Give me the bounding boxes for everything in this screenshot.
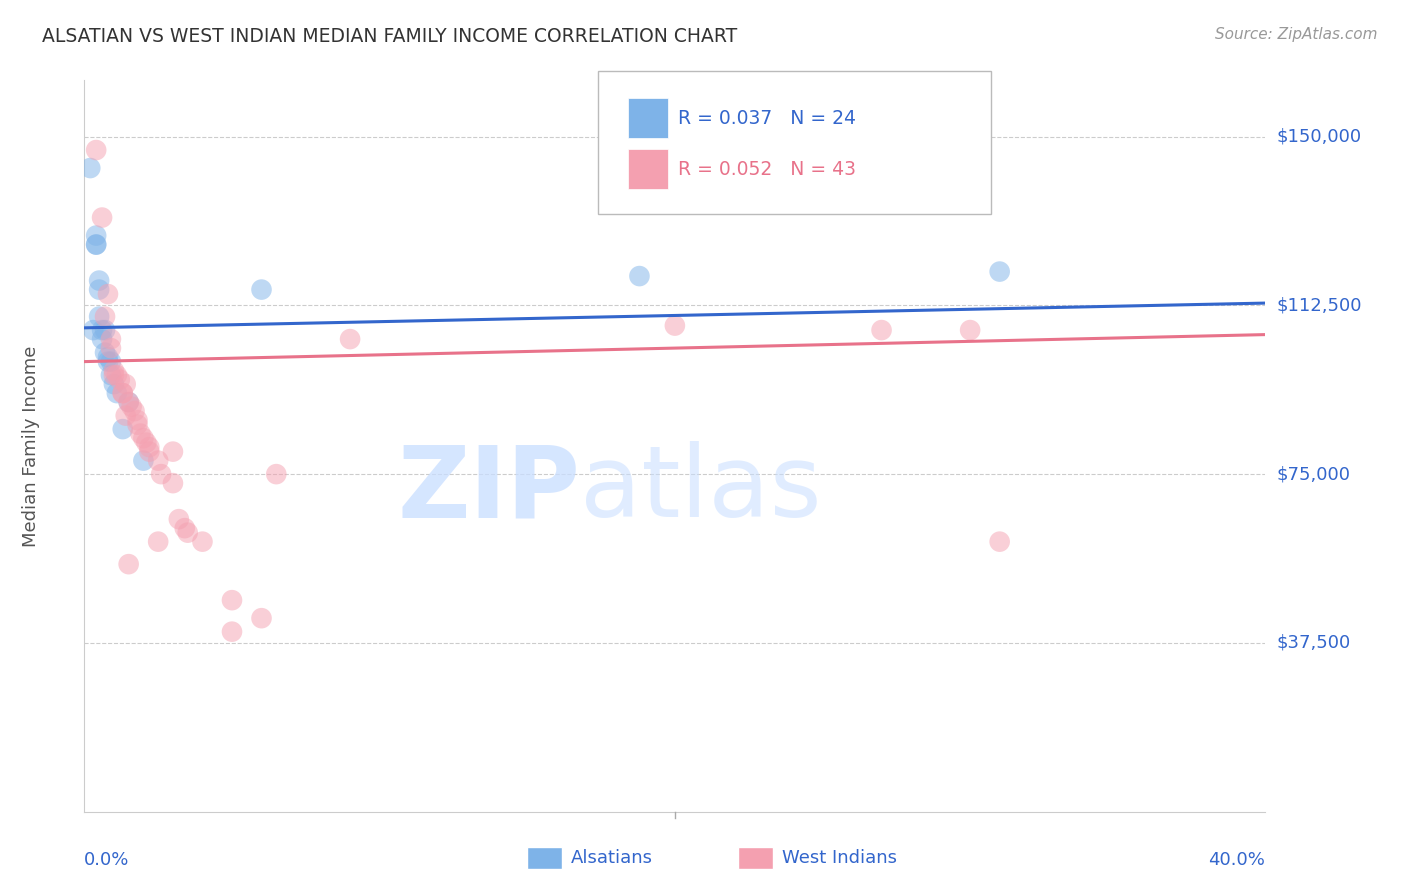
Text: Median Family Income: Median Family Income xyxy=(22,345,41,547)
Point xyxy=(97,287,120,301)
Point xyxy=(84,143,107,157)
Point xyxy=(118,557,141,571)
Point xyxy=(121,400,143,414)
Point xyxy=(148,453,170,467)
Point xyxy=(94,345,117,359)
Point xyxy=(91,332,114,346)
Point xyxy=(988,534,1011,549)
Text: $75,000: $75,000 xyxy=(1277,465,1351,483)
Text: ALSATIAN VS WEST INDIAN MEDIAN FAMILY INCOME CORRELATION CHART: ALSATIAN VS WEST INDIAN MEDIAN FAMILY IN… xyxy=(42,27,737,45)
Point xyxy=(118,395,141,409)
Point xyxy=(127,413,149,427)
Text: 40.0%: 40.0% xyxy=(1209,851,1265,869)
Point xyxy=(132,453,155,467)
Point xyxy=(266,467,288,482)
Point xyxy=(114,409,136,423)
Point xyxy=(162,476,184,491)
Point xyxy=(250,283,273,297)
Text: Alsatians: Alsatians xyxy=(571,849,652,867)
Point xyxy=(221,624,243,639)
Text: ZIP: ZIP xyxy=(398,442,581,539)
Point xyxy=(87,283,111,297)
Point xyxy=(138,444,160,458)
Point xyxy=(870,323,893,337)
Point xyxy=(339,332,361,346)
Text: Source: ZipAtlas.com: Source: ZipAtlas.com xyxy=(1215,27,1378,42)
Text: West Indians: West Indians xyxy=(782,849,897,867)
Point xyxy=(135,435,157,450)
Point xyxy=(100,332,122,346)
Text: atlas: atlas xyxy=(581,442,823,539)
Point xyxy=(150,467,173,482)
Point xyxy=(132,431,155,445)
Point xyxy=(191,534,214,549)
Point xyxy=(105,386,128,401)
Point xyxy=(108,373,131,387)
Point xyxy=(103,368,125,383)
Point xyxy=(84,237,107,252)
Text: R = 0.052   N = 43: R = 0.052 N = 43 xyxy=(678,160,856,179)
Point xyxy=(87,274,111,288)
Point xyxy=(91,211,114,225)
Point xyxy=(148,534,170,549)
Point xyxy=(100,368,122,383)
Text: $150,000: $150,000 xyxy=(1277,128,1361,145)
Point xyxy=(124,404,146,418)
Point xyxy=(111,386,134,401)
Point xyxy=(84,228,107,243)
Point xyxy=(129,426,152,441)
Point xyxy=(84,237,107,252)
Point xyxy=(127,417,149,432)
Point xyxy=(97,350,120,364)
Point xyxy=(105,368,128,383)
Point xyxy=(250,611,273,625)
Point xyxy=(138,440,160,454)
Point xyxy=(87,310,111,324)
Point xyxy=(118,395,141,409)
Point xyxy=(100,341,122,355)
Point xyxy=(221,593,243,607)
Point xyxy=(167,512,190,526)
Point xyxy=(114,377,136,392)
Point xyxy=(91,323,114,337)
Point xyxy=(94,310,117,324)
Point xyxy=(628,269,651,284)
Point xyxy=(79,161,101,175)
Point xyxy=(177,525,200,540)
Point xyxy=(162,444,184,458)
Point xyxy=(664,318,686,333)
Point xyxy=(103,363,125,377)
Point xyxy=(111,422,134,436)
Point xyxy=(82,323,104,337)
Point xyxy=(94,323,117,337)
Point xyxy=(959,323,981,337)
Point xyxy=(100,354,122,368)
Point xyxy=(97,354,120,368)
Point xyxy=(103,377,125,392)
Point xyxy=(173,521,195,535)
Text: $112,500: $112,500 xyxy=(1277,296,1362,314)
Point xyxy=(111,386,134,401)
Point xyxy=(988,264,1011,278)
Text: $37,500: $37,500 xyxy=(1277,634,1351,652)
Text: R = 0.037   N = 24: R = 0.037 N = 24 xyxy=(678,109,856,128)
Text: 0.0%: 0.0% xyxy=(84,851,129,869)
